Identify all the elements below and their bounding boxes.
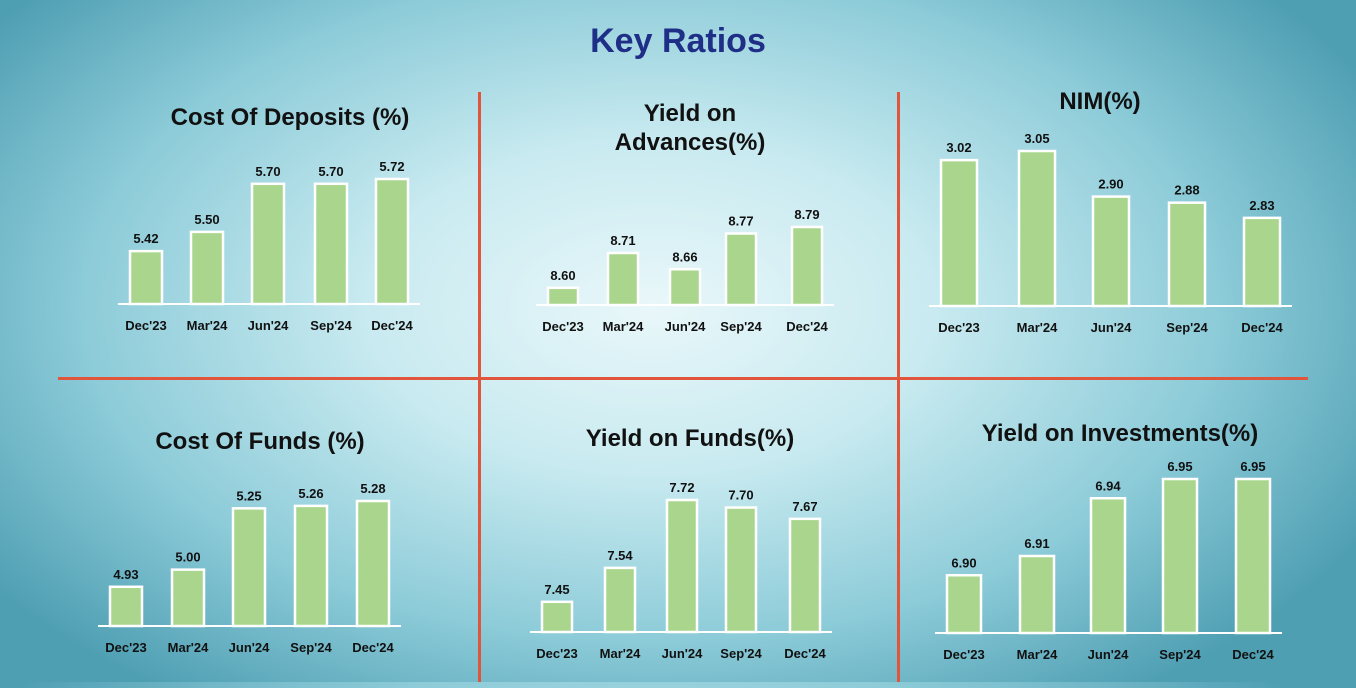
chart-panel: Cost Of Deposits (%)	[110, 104, 470, 364]
chart-title: NIM(%)	[1059, 88, 1141, 115]
chart-panel: Yield on Advances(%)	[520, 100, 860, 360]
chart-title: Cost Of Deposits (%)	[170, 104, 410, 131]
chart-title: Cost Of Funds (%)	[155, 428, 365, 455]
chart-title: Yield on Investments(%)	[981, 420, 1259, 447]
chart-panel: NIM(%)	[920, 88, 1280, 348]
vertical-divider-left	[478, 92, 481, 682]
page-title: Key Ratios	[590, 22, 766, 60]
chart-title: Yield on Advances(%)	[614, 100, 766, 156]
chart-panel: Yield on Funds(%)	[520, 425, 860, 685]
chart-title: Yield on Funds(%)	[585, 425, 795, 452]
horizontal-divider	[58, 377, 1308, 380]
chart-panel: Yield on Investments(%)	[940, 420, 1300, 680]
chart-panel: Cost Of Funds (%)	[90, 428, 430, 688]
vertical-divider-right	[897, 92, 900, 682]
